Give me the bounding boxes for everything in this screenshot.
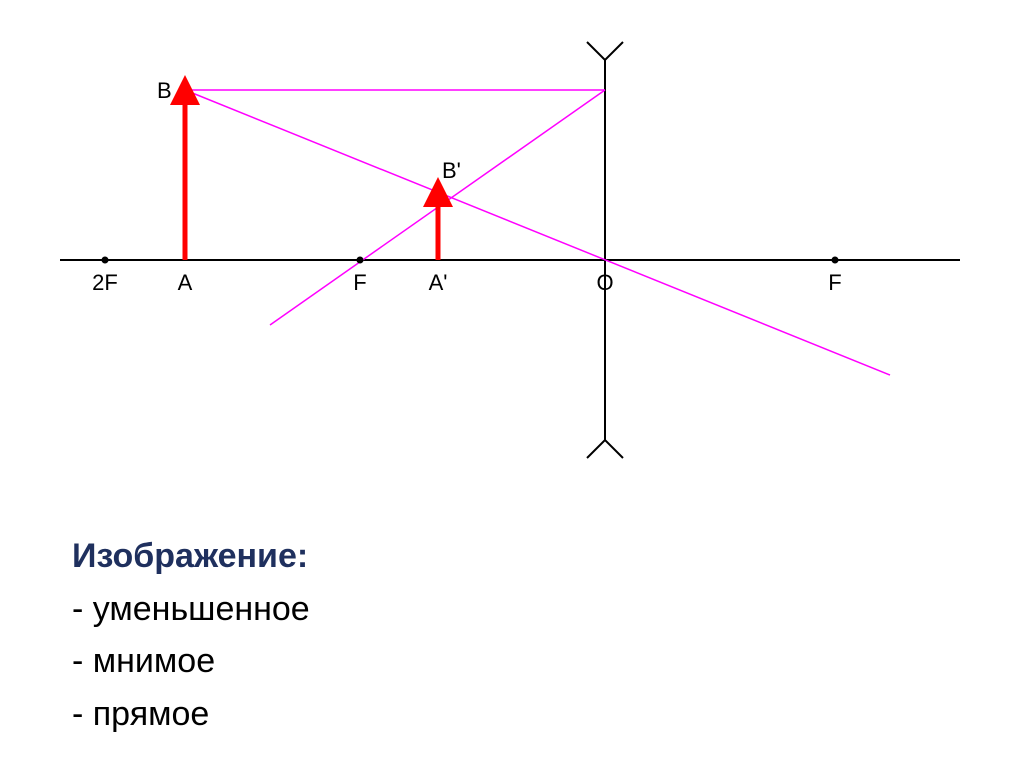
label-F-left: F: [353, 270, 366, 295]
caption-line-2: - мнимое: [72, 635, 310, 688]
label-A-prime: A': [429, 270, 448, 295]
lens-top-mark: [587, 42, 623, 60]
label-B-prime: B': [442, 158, 461, 183]
label-F-right: F: [828, 270, 841, 295]
point-2F-left: [102, 257, 109, 264]
label-A: A: [178, 270, 193, 295]
stage: 2F A F A' O F B B' Изображение: - уменьшенное -…: [0, 0, 1024, 767]
caption-heading: Изображение:: [72, 530, 310, 583]
label-O: O: [596, 270, 613, 295]
point-F-right: [832, 257, 839, 264]
point-F-left: [357, 257, 364, 264]
image-caption: Изображение: - уменьшенное - мнимое - пр…: [72, 530, 310, 741]
label-2F-left: 2F: [92, 270, 118, 295]
lens-bottom-mark: [587, 440, 623, 458]
ray-3: [185, 90, 890, 375]
label-B: B: [157, 78, 172, 103]
caption-line-3: - прямое: [72, 688, 310, 741]
caption-line-1: - уменьшенное: [72, 583, 310, 636]
